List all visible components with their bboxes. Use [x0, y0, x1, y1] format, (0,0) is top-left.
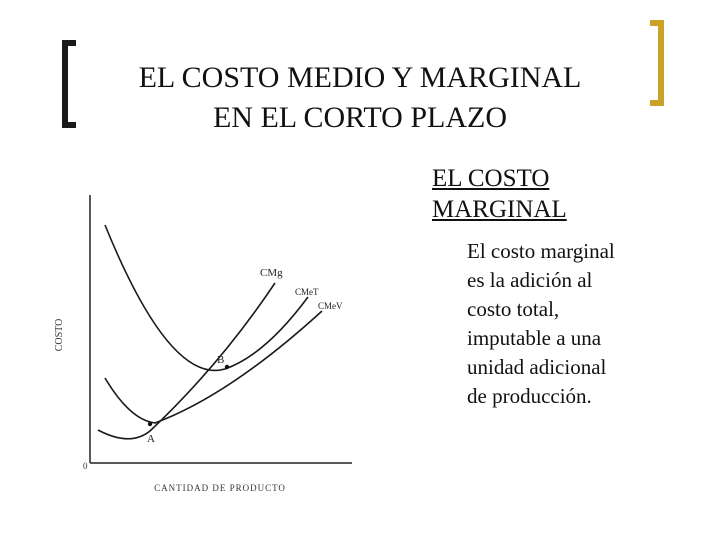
- right-bracket-decoration: [650, 20, 664, 106]
- subtitle-line-1: EL COSTO: [432, 165, 550, 192]
- cmg-curve: [97, 282, 276, 440]
- slide-title-line-2: EN EL CORTO PLAZO: [212, 101, 508, 134]
- definition-line: es la adición al: [467, 268, 593, 292]
- cmev-curve: [104, 310, 323, 424]
- definition-line: imputable a una: [467, 326, 602, 350]
- y-axis-label: COSTO: [54, 319, 65, 352]
- origin-label: 0: [83, 461, 88, 471]
- definition-line: unidad adicional: [467, 355, 607, 379]
- subtitle-line-2: MARGINAL: [432, 196, 567, 223]
- section-subtitle: EL COSTO MARGINAL: [432, 163, 632, 225]
- cmet-curve-label: CMeT: [295, 287, 319, 297]
- definition-text: El costo marginal es la adición al costo…: [467, 237, 677, 411]
- point-a-marker: [147, 421, 153, 427]
- x-axis-label: CANTIDAD DE PRODUCTO: [154, 483, 286, 493]
- cmg-curve-label: CMg: [260, 267, 283, 279]
- cmev-curve-label: CMeV: [318, 301, 343, 311]
- point-b-marker: [224, 364, 230, 370]
- slide-title: EL COSTO MEDIO Y MARGINAL EN EL CORTO PL…: [80, 58, 640, 138]
- cost-curves-diagram: COSTO CANTIDAD DE PRODUCTO 0 CMg CMeT CM…: [54, 195, 352, 493]
- cmet-curve: [104, 224, 309, 372]
- definition-line: de producción.: [467, 384, 592, 408]
- definition-line: El costo marginal: [467, 239, 615, 263]
- slide-title-line-1: EL COSTO MEDIO Y MARGINAL: [138, 61, 582, 94]
- left-bracket-decoration: [62, 40, 76, 128]
- point-b-label: B: [217, 354, 224, 366]
- definition-line: costo total,: [467, 297, 560, 321]
- point-a-label: A: [147, 433, 155, 445]
